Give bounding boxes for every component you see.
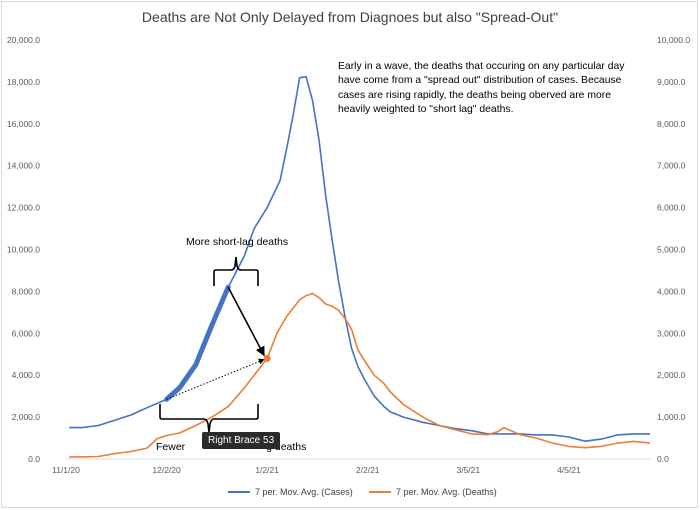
y-left-tick-label: 12,000.0 xyxy=(7,203,40,213)
short-lag-brace xyxy=(213,256,259,286)
legend-swatch-cases xyxy=(228,491,250,493)
target-point xyxy=(263,354,271,362)
y-left-tick-label: 2,000.0 xyxy=(12,412,41,422)
dotted-arrow xyxy=(166,358,265,400)
legend-label-cases: 7 per. Mov. Avg. (Cases) xyxy=(255,487,353,497)
y-left-tick-label: 10,000.0 xyxy=(7,245,40,255)
series-line-1 xyxy=(69,292,651,458)
annotation-text: Early in a wave, the deaths that occurin… xyxy=(338,61,625,115)
solid-arrow xyxy=(227,286,265,357)
x-tick-label: 2/2/21 xyxy=(356,465,380,475)
series-layer xyxy=(69,75,651,458)
fewer-prefix: Fewer xyxy=(156,441,189,453)
chart-title: Deaths are Not Only Delayed from Diagnoe… xyxy=(141,9,559,25)
y-right-tick-label: 2,000.0 xyxy=(657,370,686,380)
y-left-tick-label: 16,000.0 xyxy=(7,119,40,129)
highlight-segment xyxy=(164,284,231,402)
y-right-tick-label: 7,000.0 xyxy=(657,161,686,171)
y-right-tick-label: 5,000.0 xyxy=(657,245,686,255)
y-left-tick-label: 20,000.0 xyxy=(7,35,40,45)
series-line-0 xyxy=(69,75,650,442)
legend-swatch-deaths xyxy=(369,491,391,493)
y-right-tick-label: 10,000.0 xyxy=(657,35,690,45)
y-left-tick-label: 0.0 xyxy=(28,454,40,464)
y-right-tick-label: 0.0 xyxy=(657,454,669,464)
y-left-tick-label: 8,000.0 xyxy=(12,286,41,296)
short-lag-label: More short-lag deaths xyxy=(186,236,289,248)
y-left-tick-label: 4,000.0 xyxy=(12,370,41,380)
axes-layer: 0.0 2,000.0 4,000.0 6,000.0 8,000.0 10,000.0 1… xyxy=(7,35,690,475)
y-left-tick-label: 6,000.0 xyxy=(12,328,41,338)
shape-tooltip: Right Brace 53 xyxy=(202,432,281,449)
x-tick-label: 12/2/20 xyxy=(152,465,181,475)
y-right-tick-label: 1,000.0 xyxy=(657,412,686,422)
overlay-layer xyxy=(159,256,271,433)
y-left-tick-label: 18,000.0 xyxy=(7,77,40,87)
legend-item-cases[interactable]: 7 per. Mov. Avg. (Cases) xyxy=(228,487,353,497)
legend: 7 per. Mov. Avg. (Cases) 7 per. Mov. Avg… xyxy=(0,487,700,501)
legend-label-deaths: 7 per. Mov. Avg. (Deaths) xyxy=(396,487,497,497)
x-tick-label: 4/5/21 xyxy=(557,465,581,475)
x-tick-label: 11/1/20 xyxy=(52,465,80,475)
y-right-tick-label: 4,000.0 xyxy=(657,286,686,296)
y-right-tick-label: 9,000.0 xyxy=(657,77,686,87)
x-tick-label: 3/5/21 xyxy=(456,465,480,475)
legend-item-deaths[interactable]: 7 per. Mov. Avg. (Deaths) xyxy=(369,487,497,497)
y-right-tick-label: 6,000.0 xyxy=(657,203,686,213)
y-left-tick-label: 14,000.0 xyxy=(7,161,40,171)
y-right-tick-label: 3,000.0 xyxy=(657,328,686,338)
y-right-tick-label: 8,000.0 xyxy=(657,119,686,129)
x-tick-label: 1/2/21 xyxy=(255,465,279,475)
